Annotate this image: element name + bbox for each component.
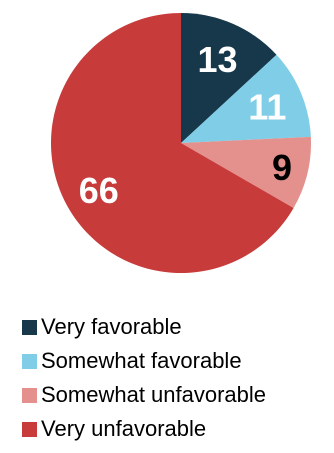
legend-swatch bbox=[22, 421, 37, 437]
slice-value-label: 11 bbox=[248, 86, 286, 127]
legend-label: Somewhat unfavorable bbox=[41, 382, 267, 407]
slice-value-label: 66 bbox=[79, 170, 119, 211]
pie-slice-somewhat-favorable bbox=[181, 54, 311, 143]
legend-swatch bbox=[22, 353, 37, 369]
legend-swatch bbox=[22, 319, 37, 335]
legend-swatch bbox=[22, 387, 37, 403]
legend-label: Very favorable bbox=[41, 314, 182, 339]
legend-item: Very favorable bbox=[22, 310, 266, 344]
legend-item: Somewhat favorable bbox=[22, 344, 266, 378]
legend: Very favorable Somewhat favorable Somewhat… bbox=[22, 310, 266, 446]
pie-slice-very-unfavorable bbox=[51, 13, 294, 273]
legend-label: Somewhat favorable bbox=[41, 348, 242, 373]
pie-chart: 13 11 9 66 bbox=[51, 13, 311, 273]
pie-slice-somewhat-unfavorable bbox=[181, 136, 311, 208]
slice-value-label: 9 bbox=[272, 147, 292, 188]
slice-value-label: 13 bbox=[197, 39, 237, 80]
legend-label: Very unfavorable bbox=[41, 416, 207, 441]
pie-slice-very-favorable bbox=[181, 13, 277, 143]
legend-item: Somewhat unfavorable bbox=[22, 378, 266, 412]
legend-item: Very unfavorable bbox=[22, 412, 266, 446]
